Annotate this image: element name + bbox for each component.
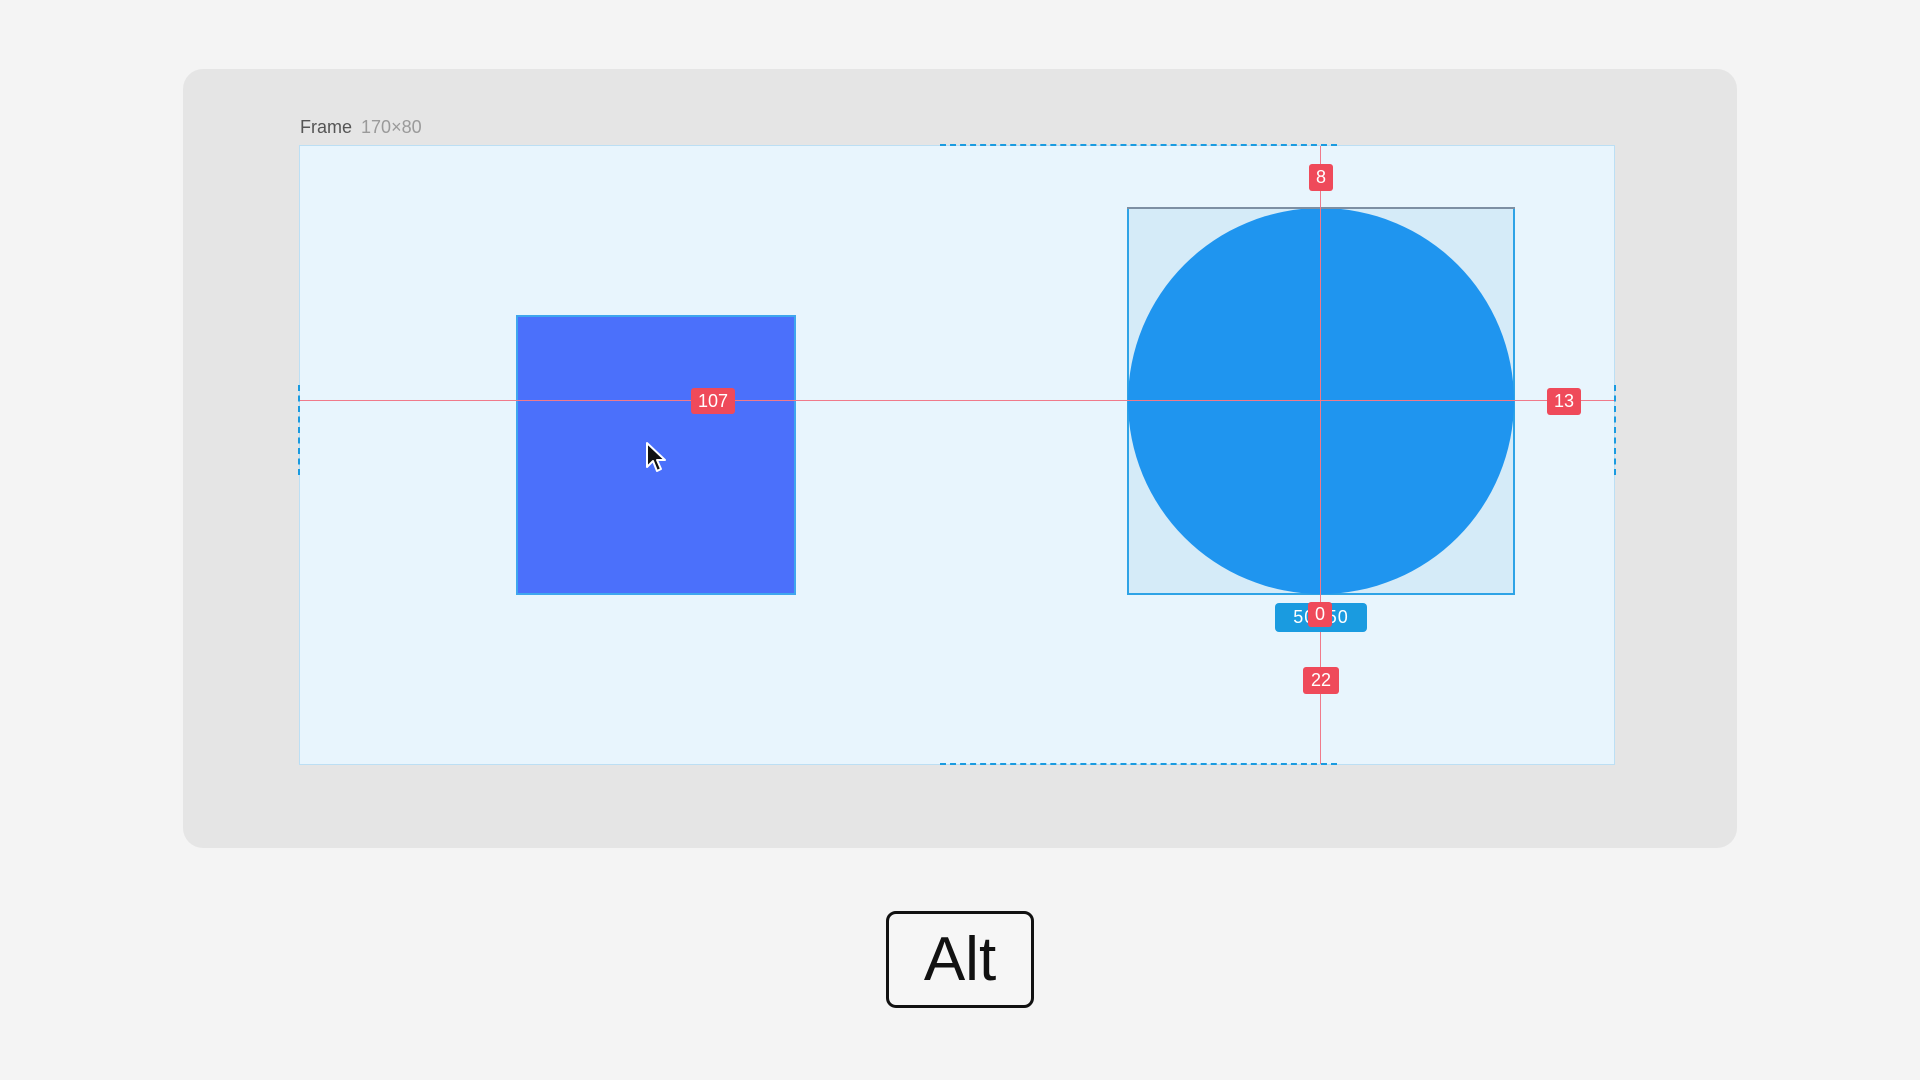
frame-left-edge-indicator [298,385,300,475]
frame-name: Frame [300,117,353,137]
frame-dimensions: 170×80 [361,117,422,137]
frame-top-edge-indicator [940,144,1337,146]
measure-right-gap-badge: 13 [1547,388,1581,415]
ellipse-shape[interactable] [1128,208,1514,594]
horizontal-measure-line [300,400,1614,401]
measure-bottom-gap-badge: 22 [1303,667,1339,694]
measure-left-gap-badge: 107 [691,388,735,414]
mouse-pointer-icon [646,442,666,472]
alt-key-indicator: Alt [886,911,1034,1008]
frame-label[interactable]: Frame 170×80 [300,117,422,138]
vertical-measure-line [1320,146,1321,764]
selection-top-edge [1127,207,1515,209]
measure-center-offset-badge: 0 [1308,602,1332,627]
measure-top-gap-badge: 8 [1309,164,1333,191]
frame-bottom-edge-indicator [940,763,1337,765]
frame-right-edge-indicator [1614,385,1616,475]
